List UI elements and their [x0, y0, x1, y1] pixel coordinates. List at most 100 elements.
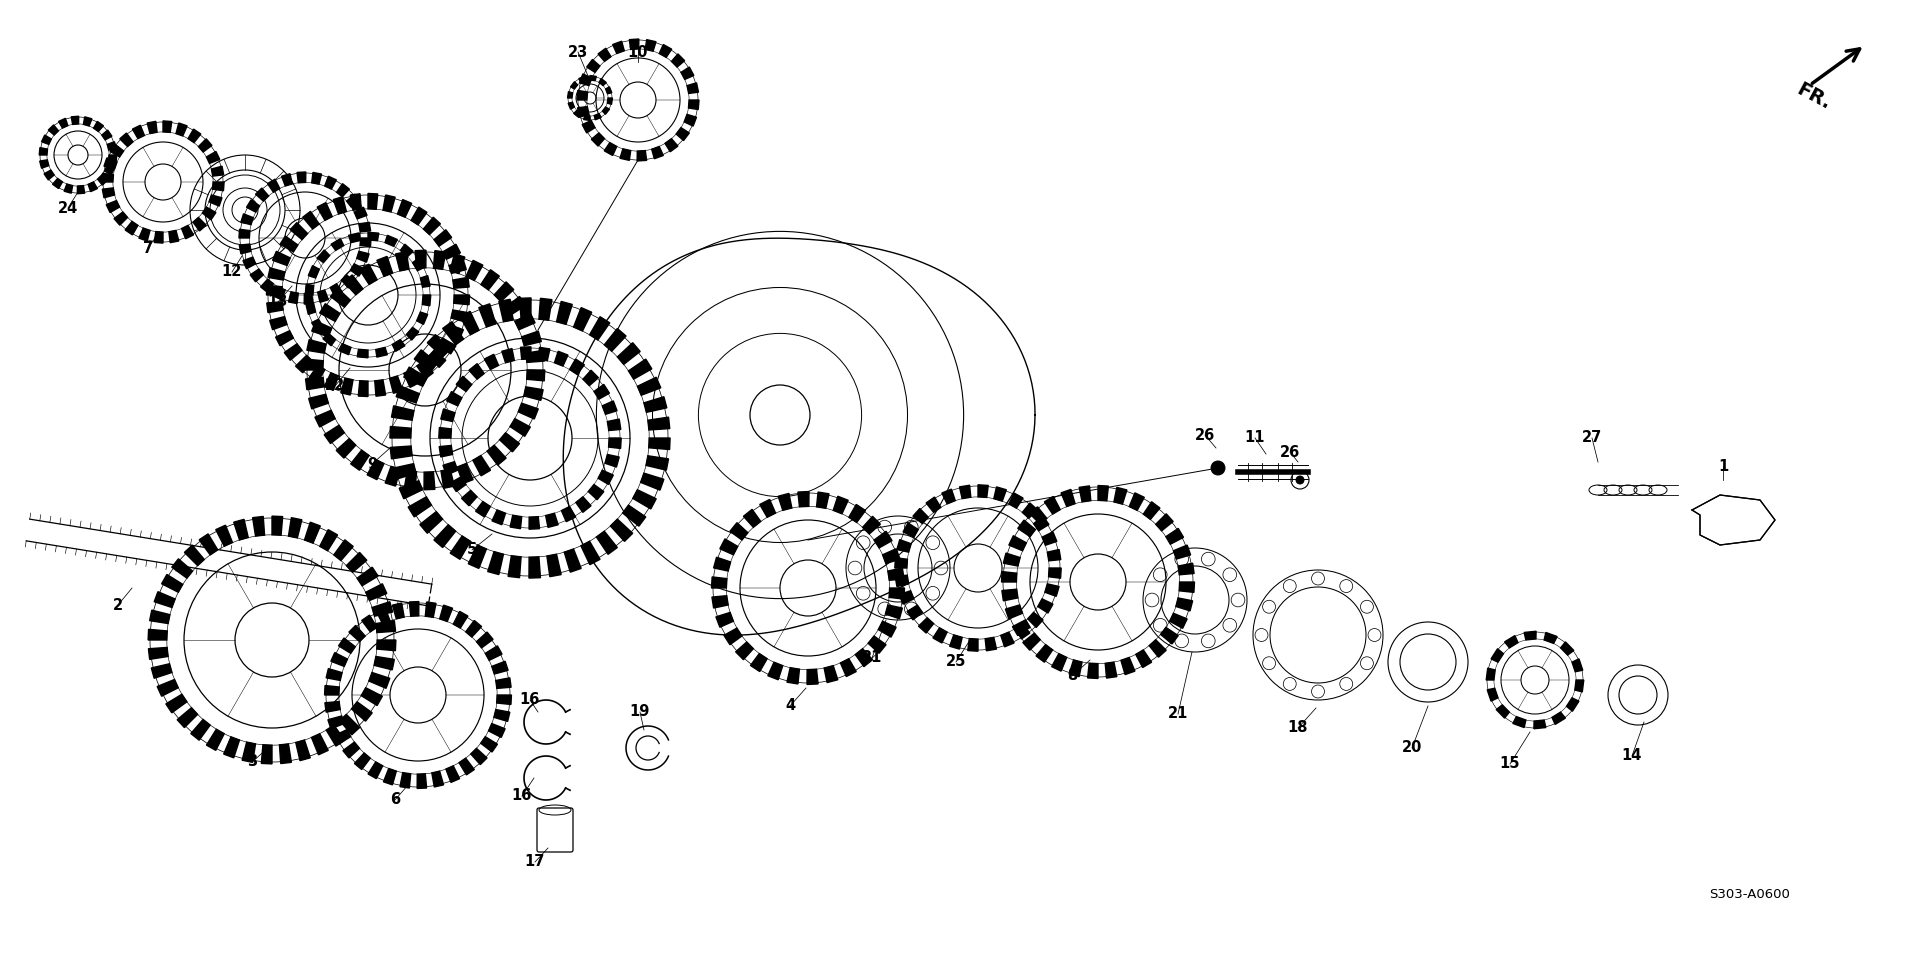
Polygon shape	[377, 347, 388, 358]
Polygon shape	[979, 485, 989, 497]
Polygon shape	[1042, 532, 1057, 545]
Polygon shape	[648, 438, 669, 449]
Polygon shape	[568, 102, 574, 109]
Polygon shape	[409, 601, 419, 617]
Polygon shape	[390, 446, 413, 459]
Polygon shape	[346, 553, 367, 573]
Polygon shape	[247, 200, 260, 212]
Polygon shape	[1572, 659, 1583, 672]
Text: 17: 17	[524, 855, 545, 870]
Polygon shape	[855, 649, 872, 666]
Polygon shape	[327, 668, 342, 681]
Polygon shape	[547, 554, 562, 576]
Polygon shape	[1512, 717, 1526, 728]
Polygon shape	[1130, 493, 1143, 511]
Polygon shape	[377, 256, 392, 276]
Polygon shape	[42, 135, 52, 144]
Polygon shape	[400, 244, 413, 256]
Polygon shape	[918, 618, 933, 633]
Polygon shape	[730, 523, 748, 540]
Polygon shape	[967, 639, 979, 651]
Polygon shape	[178, 707, 197, 728]
Polygon shape	[1136, 650, 1151, 667]
Polygon shape	[1006, 605, 1023, 619]
Polygon shape	[895, 557, 908, 568]
Polygon shape	[413, 258, 424, 271]
Polygon shape	[816, 492, 830, 509]
Polygon shape	[488, 552, 503, 575]
Polygon shape	[526, 370, 545, 380]
Polygon shape	[312, 733, 329, 755]
Polygon shape	[44, 170, 54, 180]
Polygon shape	[239, 229, 250, 238]
Polygon shape	[291, 223, 308, 240]
Polygon shape	[163, 120, 172, 133]
Polygon shape	[340, 378, 354, 395]
Polygon shape	[302, 211, 319, 229]
Polygon shape	[216, 525, 233, 546]
Polygon shape	[499, 299, 512, 322]
Polygon shape	[950, 635, 962, 649]
Polygon shape	[428, 350, 445, 367]
Text: 23: 23	[568, 45, 589, 59]
Polygon shape	[315, 410, 335, 427]
Polygon shape	[333, 197, 346, 214]
Polygon shape	[426, 335, 449, 357]
Polygon shape	[1505, 636, 1518, 648]
Polygon shape	[589, 316, 610, 340]
Polygon shape	[1180, 582, 1195, 593]
Polygon shape	[562, 507, 576, 522]
Polygon shape	[1553, 712, 1566, 725]
Polygon shape	[591, 133, 604, 146]
Polygon shape	[306, 359, 323, 370]
Polygon shape	[361, 615, 377, 632]
Polygon shape	[564, 549, 581, 573]
Polygon shape	[1010, 493, 1023, 509]
Polygon shape	[1061, 489, 1075, 507]
Polygon shape	[486, 646, 503, 661]
Polygon shape	[501, 349, 514, 362]
Polygon shape	[304, 522, 321, 543]
Polygon shape	[711, 576, 727, 588]
Polygon shape	[438, 338, 455, 354]
Polygon shape	[711, 596, 728, 608]
Polygon shape	[1044, 584, 1059, 597]
Polygon shape	[432, 771, 444, 787]
Polygon shape	[461, 490, 478, 506]
Polygon shape	[377, 608, 390, 624]
Polygon shape	[1010, 535, 1027, 551]
Polygon shape	[239, 244, 250, 253]
Polygon shape	[841, 659, 857, 677]
Polygon shape	[367, 460, 384, 480]
Polygon shape	[317, 203, 333, 221]
Polygon shape	[52, 179, 63, 188]
Text: 16: 16	[512, 789, 532, 803]
Polygon shape	[417, 361, 434, 379]
Polygon shape	[1486, 668, 1495, 680]
Polygon shape	[172, 559, 193, 578]
Polygon shape	[390, 376, 403, 393]
Polygon shape	[147, 121, 157, 134]
Polygon shape	[467, 620, 482, 637]
Polygon shape	[453, 295, 470, 305]
Polygon shape	[524, 387, 543, 401]
Polygon shape	[570, 81, 577, 89]
Polygon shape	[241, 214, 252, 225]
Polygon shape	[602, 107, 610, 115]
Polygon shape	[445, 766, 459, 782]
Polygon shape	[1115, 488, 1126, 504]
Polygon shape	[598, 470, 614, 485]
Polygon shape	[1004, 554, 1021, 566]
Polygon shape	[76, 185, 84, 194]
Polygon shape	[176, 123, 187, 136]
Text: 26: 26	[1195, 427, 1216, 443]
Polygon shape	[442, 469, 455, 489]
Polygon shape	[1161, 627, 1178, 644]
Polygon shape	[193, 217, 206, 231]
Polygon shape	[65, 184, 73, 193]
Polygon shape	[449, 260, 467, 273]
Polygon shape	[308, 394, 329, 409]
Polygon shape	[472, 455, 491, 476]
Polygon shape	[273, 251, 291, 266]
Polygon shape	[1497, 705, 1509, 718]
